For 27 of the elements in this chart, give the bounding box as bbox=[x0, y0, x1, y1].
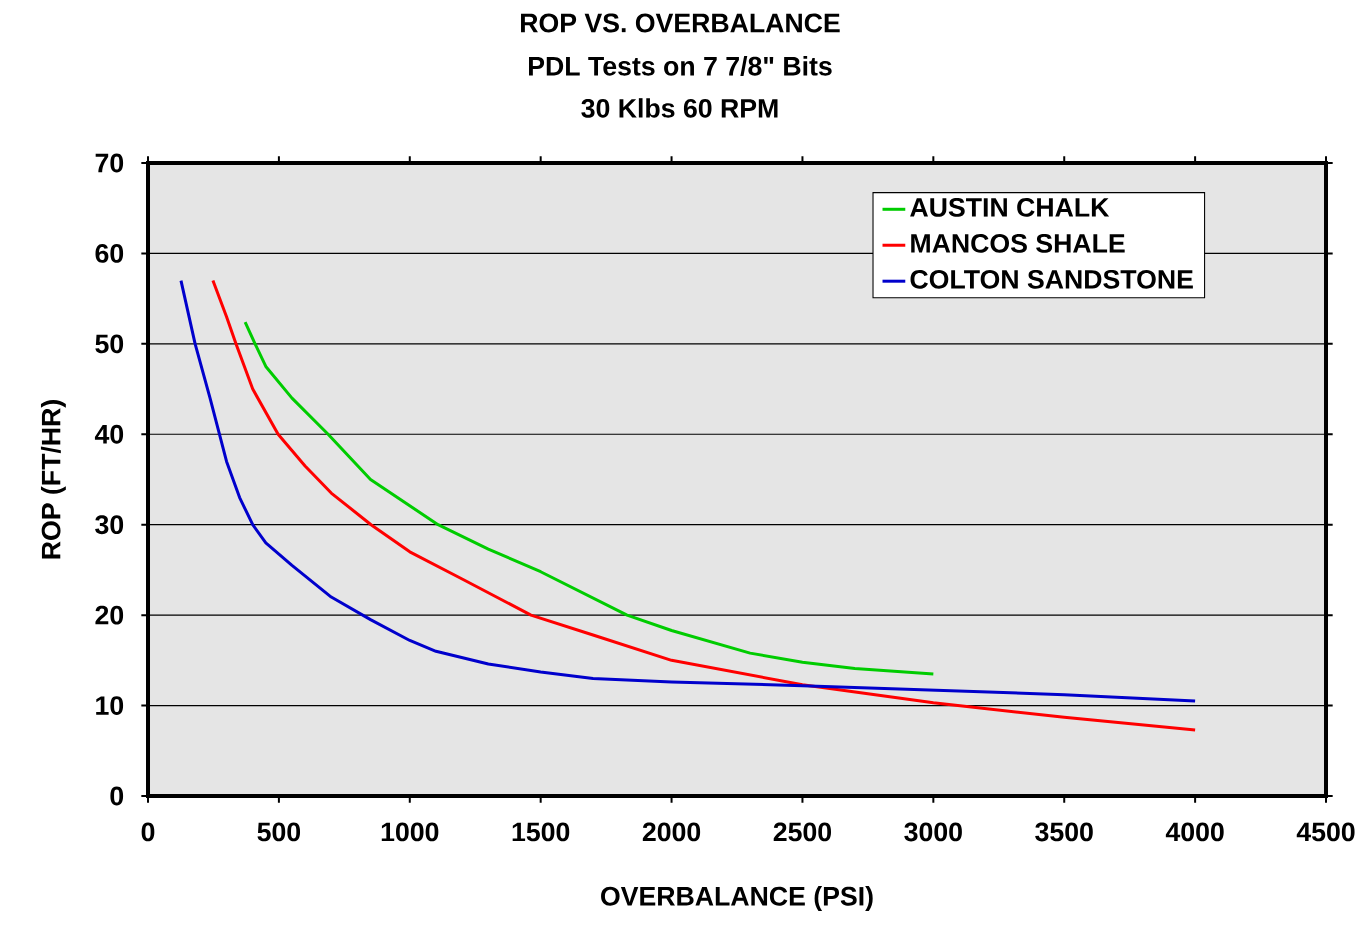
x-tick-label: 500 bbox=[257, 822, 301, 842]
x-tick-label: 1500 bbox=[512, 822, 570, 842]
y-tick-label: 60 bbox=[95, 243, 124, 263]
x-tick-label: 1000 bbox=[381, 822, 439, 842]
chart-title: ROP VS. OVERBALANCE bbox=[521, 13, 840, 33]
y-tick-label: 40 bbox=[94, 424, 124, 444]
y-tick-label: 50 bbox=[95, 334, 124, 354]
legend-label: AUSTIN CHALK bbox=[910, 197, 1110, 217]
chart-subtitle: PDL Tests on 7 7/8" Bits bbox=[529, 56, 832, 76]
legend-label: COLTON SANDSTONE bbox=[910, 269, 1193, 289]
x-axis-title: OVERBALANCE (PSI) bbox=[601, 886, 873, 911]
y-tick-label: 10 bbox=[96, 696, 124, 715]
x-tick-label: 2500 bbox=[773, 822, 832, 842]
y-tick-label: 30 bbox=[95, 515, 124, 535]
y-tick-label: 70 bbox=[95, 153, 124, 173]
y-tick-label: 20 bbox=[95, 605, 124, 625]
legend-label: MANCOS SHALE bbox=[911, 233, 1125, 253]
x-tick-label: 4000 bbox=[1165, 822, 1224, 842]
x-tick-label: 4500 bbox=[1296, 822, 1355, 842]
text: 30 Klbs 60 RPM bbox=[581, 98, 778, 118]
x-tick-label: 2000 bbox=[642, 822, 701, 842]
y-tick-label: 0 bbox=[110, 786, 124, 806]
x-tick-label: 3500 bbox=[1035, 822, 1093, 842]
x-tick-label: 0 bbox=[141, 822, 155, 842]
line-series bbox=[243, 320, 935, 676]
x-tick-label: 3000 bbox=[904, 822, 962, 842]
y-axis-title: ROP (FT/HR) bbox=[40, 400, 66, 559]
